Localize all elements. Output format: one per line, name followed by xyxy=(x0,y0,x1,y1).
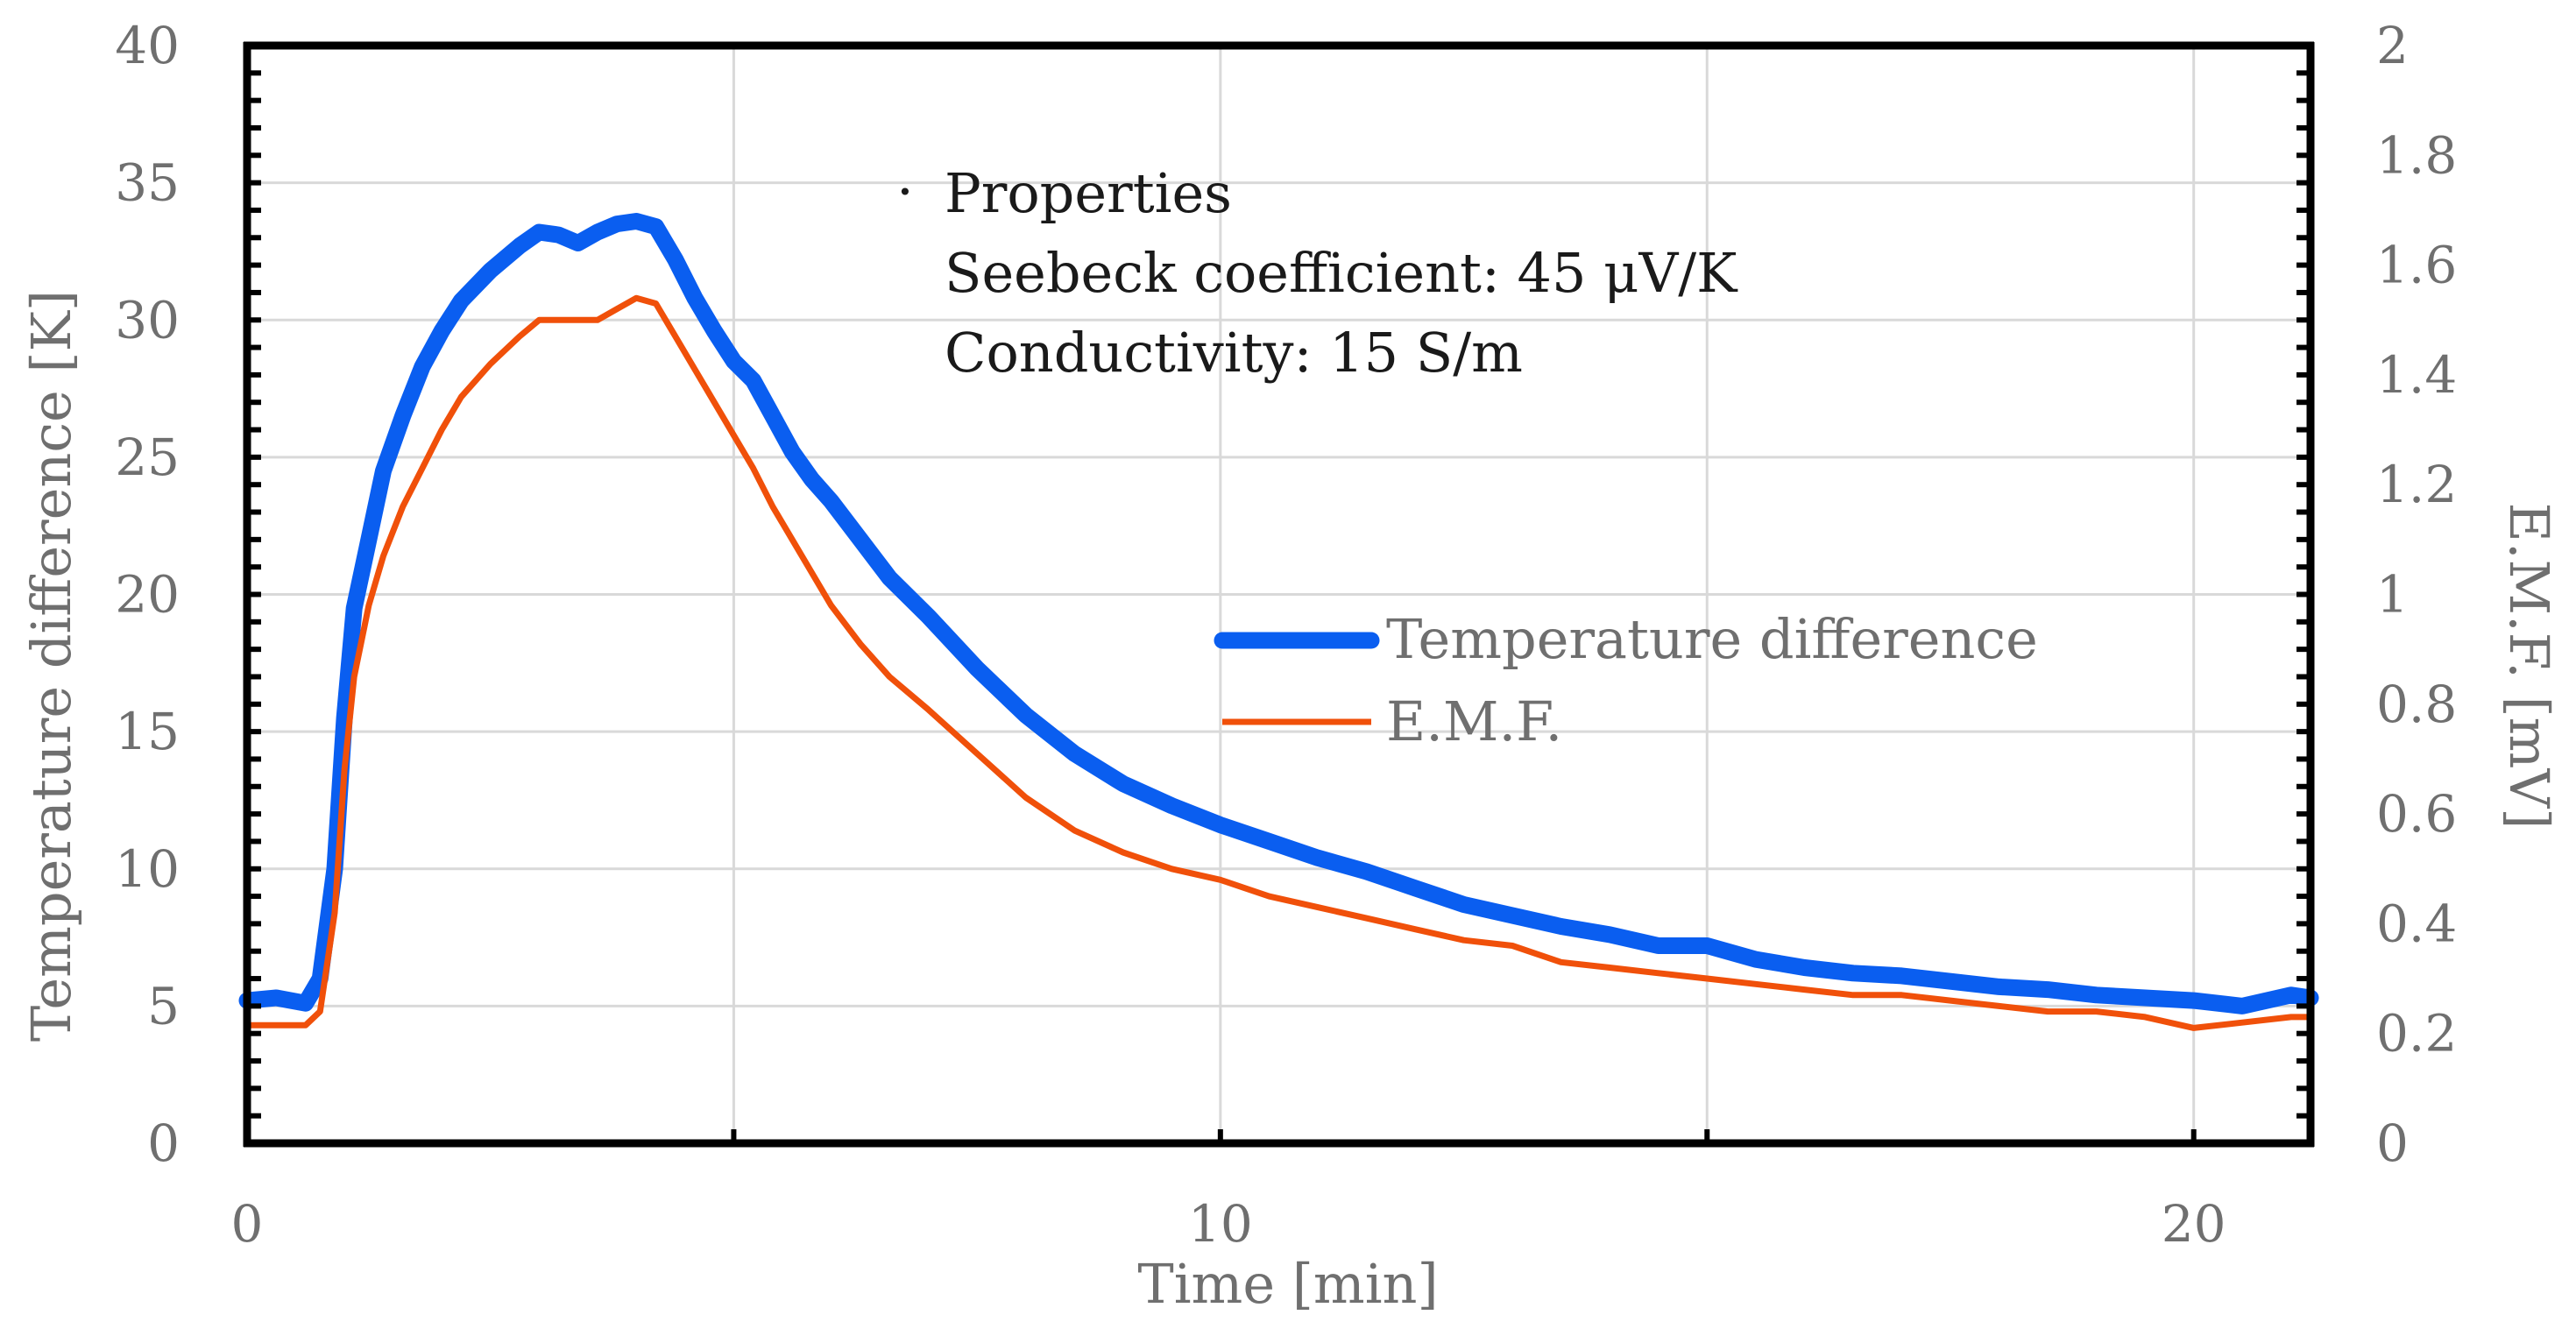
y2-tick-label: 0.6 xyxy=(2376,784,2457,844)
annotation-line-conductivity: Conductivity: 15 S/m xyxy=(945,321,1523,385)
y2-tick-label: 0.4 xyxy=(2376,894,2457,953)
y-tick-label: 15 xyxy=(115,702,180,761)
y-tick-label: 0 xyxy=(147,1113,180,1173)
y2-tick-label: 1 xyxy=(2376,565,2409,625)
y2-tick-label: 0 xyxy=(2376,1113,2409,1173)
x-tick-label: 0 xyxy=(231,1194,264,1254)
annotation-bullet: · xyxy=(896,159,914,223)
y2-tick-label: 1.6 xyxy=(2376,236,2457,295)
x-tick-label: 20 xyxy=(2162,1194,2226,1254)
x-tick-label: 10 xyxy=(1188,1194,1253,1254)
y-tick-label: 25 xyxy=(115,428,180,487)
series-layer xyxy=(238,213,2319,1031)
y2-axis-title: E.M.F. [mV] xyxy=(2497,503,2561,830)
y2-tick-label: 1.8 xyxy=(2376,125,2457,185)
series-line-emf xyxy=(244,294,2314,1031)
y-tick-label: 35 xyxy=(115,153,180,213)
y2-tick-label: 0.2 xyxy=(2376,1004,2457,1064)
y-tick-label: 5 xyxy=(147,976,180,1036)
series-line-temperature-difference xyxy=(238,213,2319,1014)
y-tick-label: 20 xyxy=(115,565,180,625)
annotation-line-properties: Properties xyxy=(945,161,1232,225)
axes-layer xyxy=(243,41,2315,1148)
legend-label-emf: E.M.F. xyxy=(1386,689,1562,753)
y2-tick-label: 2 xyxy=(2376,16,2409,75)
labels-layer: 051015202530354000.20.40.60.811.21.41.61… xyxy=(115,16,2457,1254)
y2-tick-label: 0.8 xyxy=(2376,675,2457,734)
annotation-line-seebeck: Seebeck coefficient: 45 μV/K xyxy=(945,241,1738,305)
y-tick-label: 10 xyxy=(115,839,180,899)
x-axis-title: Time [min] xyxy=(1137,1252,1438,1316)
y2-tick-label: 1.2 xyxy=(2376,455,2457,514)
legend: Temperature difference E.M.F. xyxy=(1214,607,2038,753)
y2-tick-label: 1.4 xyxy=(2376,345,2457,405)
y-tick-label: 40 xyxy=(115,16,180,75)
y-tick-label: 30 xyxy=(115,290,180,350)
y-axis-title: Temperature difference [K] xyxy=(19,290,83,1042)
legend-label-temperature-difference: Temperature difference xyxy=(1386,607,2038,671)
